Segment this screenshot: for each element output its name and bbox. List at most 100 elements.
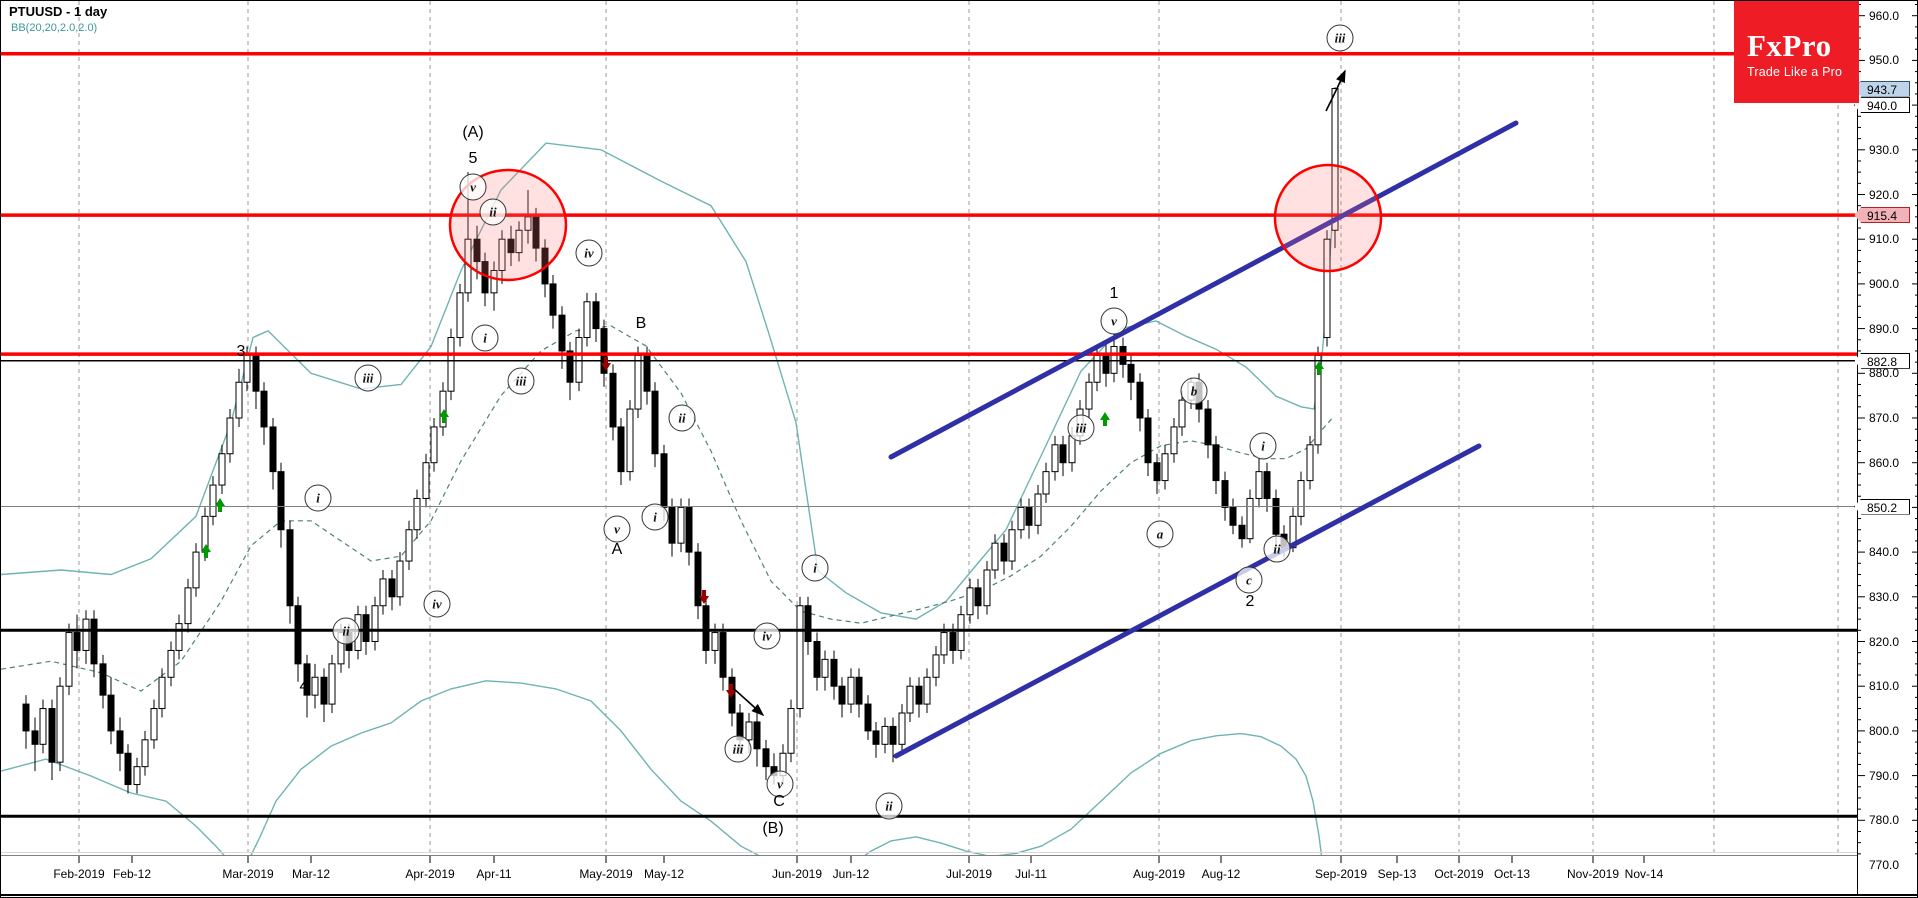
price-tick-label: 820.0 bbox=[1869, 634, 1900, 649]
bear-candle bbox=[549, 283, 557, 316]
bear-candle bbox=[99, 663, 107, 696]
date-tick-label: Feb-2019 bbox=[53, 867, 105, 881]
bull-candle bbox=[175, 623, 183, 651]
plot-area: iiiiiiivviiiiiiivviiiiiiivviiiiiivabciii… bbox=[1, 1, 1857, 856]
bear-candle bbox=[124, 752, 132, 786]
bull-candle bbox=[218, 453, 226, 486]
bull-candle bbox=[787, 708, 795, 754]
date-tick-label: May-12 bbox=[643, 867, 685, 881]
bear-candle bbox=[558, 314, 566, 352]
bear-candle bbox=[1272, 497, 1280, 535]
bull-candle bbox=[677, 506, 685, 544]
svg-text:iii: iii bbox=[363, 371, 374, 386]
date-tick-label: Jun-2019 bbox=[771, 867, 823, 881]
bear-candle bbox=[1221, 480, 1229, 508]
bear-candle bbox=[260, 390, 268, 428]
price-tick-label: 780.0 bbox=[1869, 813, 1900, 828]
bear-candle bbox=[813, 641, 821, 678]
bear-candle bbox=[388, 578, 396, 598]
breakout-arrow bbox=[1325, 69, 1346, 112]
bear-candle bbox=[1229, 506, 1237, 526]
svg-text:iii: iii bbox=[733, 742, 744, 757]
date-tick-label: Jun-12 bbox=[832, 867, 870, 881]
wave-label-(A): (A) bbox=[462, 124, 484, 141]
bear-candle bbox=[668, 506, 676, 544]
bull-candle bbox=[1246, 497, 1254, 540]
svg-text:i: i bbox=[1261, 439, 1265, 454]
bull-candle bbox=[1297, 480, 1305, 517]
bull-candle bbox=[906, 685, 914, 714]
bear-candle bbox=[838, 685, 846, 705]
bull-candle bbox=[150, 708, 158, 741]
bear-candle bbox=[694, 551, 702, 607]
bear-candle bbox=[1238, 524, 1246, 540]
bb-middle-band bbox=[1, 325, 1335, 692]
sell-arrow bbox=[699, 590, 709, 604]
indicator-label: BB(20,20,2.0,2.0) bbox=[11, 22, 98, 34]
bull-candle bbox=[1034, 493, 1042, 526]
bull-candle bbox=[65, 632, 73, 687]
bear-candle bbox=[1212, 444, 1220, 482]
price-tick-label: 890.0 bbox=[1869, 321, 1900, 336]
bear-candle bbox=[1144, 417, 1152, 464]
price-tick-label: 830.0 bbox=[1869, 589, 1900, 604]
bull-candle bbox=[396, 560, 404, 598]
buy-arrow bbox=[201, 544, 211, 558]
bear-candle bbox=[1025, 506, 1033, 526]
bull-candle bbox=[371, 605, 379, 642]
bull-candle bbox=[1323, 238, 1331, 339]
fxpro-logo: FxPro Trade Like a Pro bbox=[1734, 1, 1859, 103]
bull-candle bbox=[932, 654, 940, 678]
bear-candle bbox=[592, 301, 600, 330]
svg-text:iv: iv bbox=[762, 629, 772, 644]
bear-candle bbox=[762, 748, 770, 768]
bear-candle bbox=[855, 676, 863, 705]
wave-label-C: C bbox=[773, 793, 785, 810]
wave-label-B: B bbox=[635, 315, 647, 332]
wave-circle-label: ii bbox=[875, 792, 903, 820]
bear-candle bbox=[1000, 542, 1008, 562]
price-tick-label: 900.0 bbox=[1869, 276, 1900, 291]
bull-candle bbox=[235, 381, 243, 419]
price-tick-label: 770.0 bbox=[1869, 858, 1900, 872]
bear-candle bbox=[804, 605, 812, 642]
wave-circle-label: b bbox=[1180, 377, 1208, 405]
date-tick-label: Aug-12 bbox=[1201, 867, 1241, 881]
date-tick-label: Jul-11 bbox=[1015, 867, 1047, 881]
bear-candle bbox=[1263, 471, 1271, 499]
bull-candle bbox=[226, 417, 234, 455]
bb-lower-band bbox=[1, 680, 1323, 856]
bull-candle bbox=[1331, 88, 1339, 231]
svg-text:iii: iii bbox=[516, 374, 527, 389]
sell-arrow bbox=[601, 357, 611, 371]
wave-circle-label: v bbox=[1100, 307, 1128, 335]
bull-candle bbox=[1306, 444, 1314, 482]
svg-text:iii: iii bbox=[1335, 31, 1346, 46]
bear-candle bbox=[600, 328, 608, 374]
bull-candle bbox=[1017, 506, 1025, 531]
bull-candle bbox=[1008, 529, 1016, 562]
wave-circle-label: iii bbox=[354, 364, 382, 392]
bear-candle bbox=[830, 658, 838, 687]
bear-candle bbox=[277, 471, 285, 531]
bull-candle bbox=[1110, 345, 1118, 374]
bull-candle bbox=[711, 632, 719, 651]
bull-candle bbox=[379, 578, 387, 607]
bear-candle bbox=[294, 605, 302, 665]
bull-candle bbox=[405, 529, 413, 562]
bull-candle bbox=[167, 649, 175, 678]
price-tick-label: 950.0 bbox=[1869, 53, 1900, 68]
bear-candle bbox=[1153, 462, 1161, 482]
wave-label-(B): (B) bbox=[762, 820, 784, 837]
wave-label-A: A bbox=[611, 541, 623, 558]
bull-candle bbox=[82, 618, 90, 651]
bull-candle bbox=[957, 614, 965, 651]
wave-label-4: 4 bbox=[299, 678, 309, 695]
price-tick-label: 920.0 bbox=[1869, 187, 1900, 202]
candles bbox=[22, 87, 1339, 794]
wave-circle-label: iv bbox=[423, 590, 451, 618]
wave-circle-label: iii bbox=[507, 367, 535, 395]
wave-circle-label: i bbox=[304, 484, 332, 512]
